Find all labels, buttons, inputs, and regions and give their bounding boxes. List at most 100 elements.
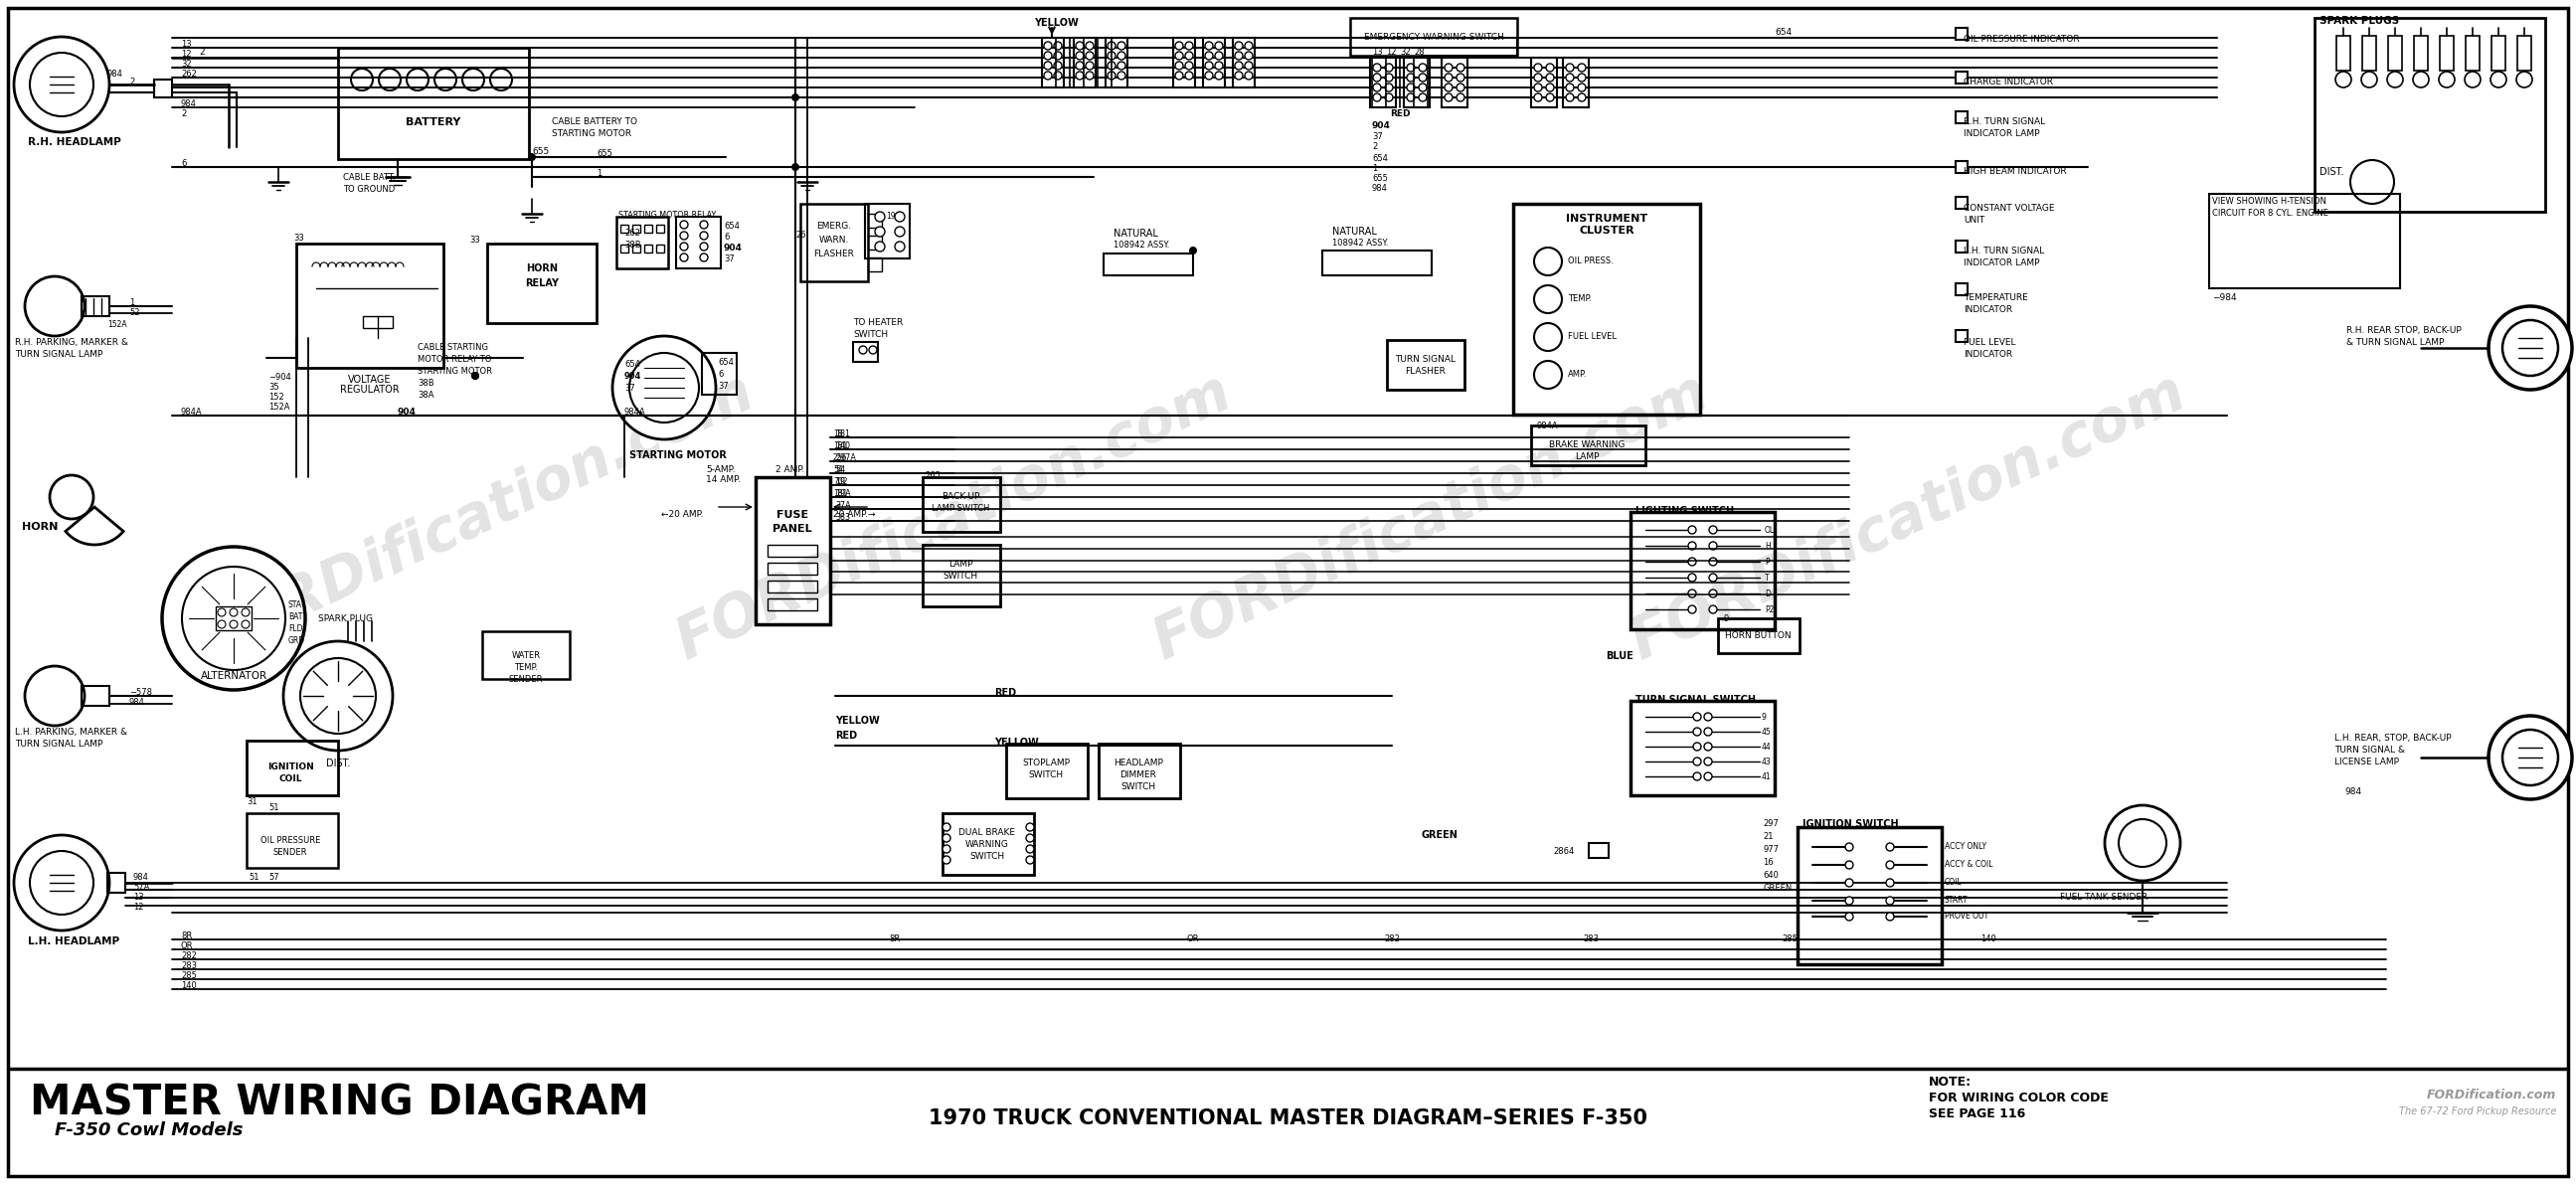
Text: RED: RED xyxy=(994,688,1015,697)
Text: CABLE BATT.: CABLE BATT. xyxy=(343,173,394,182)
Text: 654: 654 xyxy=(1373,154,1388,163)
Circle shape xyxy=(1705,772,1713,780)
Circle shape xyxy=(1175,41,1182,50)
Bar xyxy=(922,477,999,532)
Text: 16: 16 xyxy=(1762,858,1772,867)
Bar xyxy=(108,873,126,893)
Text: 654: 654 xyxy=(1775,28,1793,37)
Circle shape xyxy=(219,609,227,617)
Text: 2 AMP.: 2 AMP. xyxy=(775,465,804,475)
Text: GRD: GRD xyxy=(289,636,307,645)
Text: STARTING MOTOR RELAY: STARTING MOTOR RELAY xyxy=(618,211,716,220)
Text: 38B: 38B xyxy=(623,240,641,250)
Circle shape xyxy=(1535,84,1543,91)
Bar xyxy=(1955,71,1968,84)
Text: 904: 904 xyxy=(623,372,641,381)
Circle shape xyxy=(1025,823,1033,831)
Text: TURN SIGNAL SWITCH: TURN SIGNAL SWITCH xyxy=(1636,695,1757,704)
Bar xyxy=(363,316,392,328)
Bar xyxy=(768,580,817,592)
Text: COIL: COIL xyxy=(1945,877,1963,887)
Text: TO GROUND: TO GROUND xyxy=(343,185,394,194)
Text: YELLOW: YELLOW xyxy=(835,716,878,726)
Text: 2: 2 xyxy=(198,47,204,57)
Text: L.H. HEADLAMP: L.H. HEADLAMP xyxy=(28,937,118,946)
Text: 265: 265 xyxy=(925,471,940,481)
Text: SEE PAGE 116: SEE PAGE 116 xyxy=(1929,1107,2025,1120)
Text: FLASHER: FLASHER xyxy=(1406,367,1445,377)
Bar xyxy=(1097,744,1180,798)
Circle shape xyxy=(791,94,799,102)
Text: UNIT: UNIT xyxy=(1963,215,1984,225)
Circle shape xyxy=(1108,62,1115,70)
Circle shape xyxy=(1077,41,1084,50)
Text: R.H. PARKING, MARKER &: R.H. PARKING, MARKER & xyxy=(15,337,129,347)
Circle shape xyxy=(1234,52,1242,59)
Bar xyxy=(644,245,652,252)
Text: & TURN SIGNAL LAMP: & TURN SIGNAL LAMP xyxy=(2347,337,2445,347)
Circle shape xyxy=(1844,843,1852,851)
Text: 140: 140 xyxy=(1981,934,1996,944)
Circle shape xyxy=(1535,94,1543,102)
Text: FLASHER: FLASHER xyxy=(814,249,855,258)
Circle shape xyxy=(13,37,108,133)
Text: START: START xyxy=(1945,896,1968,905)
Circle shape xyxy=(229,620,237,629)
Text: IGNITION: IGNITION xyxy=(268,762,314,772)
Text: WARNING: WARNING xyxy=(966,841,1010,849)
Circle shape xyxy=(1455,94,1466,102)
Text: OR: OR xyxy=(1188,934,1200,944)
Bar xyxy=(216,606,252,630)
Text: 37: 37 xyxy=(719,381,729,391)
Bar xyxy=(768,545,817,556)
Text: R.H. REAR STOP, BACK-UP: R.H. REAR STOP, BACK-UP xyxy=(2347,326,2463,335)
Circle shape xyxy=(943,856,951,864)
Circle shape xyxy=(791,163,799,170)
Circle shape xyxy=(1175,71,1182,79)
Bar xyxy=(1007,744,1087,798)
Circle shape xyxy=(1175,62,1182,70)
Text: L.H. TURN SIGNAL: L.H. TURN SIGNAL xyxy=(1963,246,2045,256)
Circle shape xyxy=(680,243,688,251)
Text: 256: 256 xyxy=(832,453,848,462)
Text: The 67-72 Ford Pickup Resource: The 67-72 Ford Pickup Resource xyxy=(2398,1107,2555,1117)
Bar xyxy=(1589,843,1607,858)
Text: HIGH BEAM INDICATOR: HIGH BEAM INDICATOR xyxy=(1963,167,2066,176)
Text: F-350 Cowl Models: F-350 Cowl Models xyxy=(54,1121,242,1139)
Circle shape xyxy=(435,69,456,90)
Bar xyxy=(631,225,641,232)
Text: 640: 640 xyxy=(1762,871,1777,880)
Text: 19A: 19A xyxy=(835,489,850,498)
Text: OR: OR xyxy=(180,941,193,951)
Text: H: H xyxy=(1765,542,1770,551)
Circle shape xyxy=(680,253,688,262)
Circle shape xyxy=(1708,573,1718,581)
Circle shape xyxy=(1886,879,1893,887)
Text: 285: 285 xyxy=(1783,934,1798,944)
Text: ALTERNATOR: ALTERNATOR xyxy=(201,671,268,681)
Circle shape xyxy=(2336,71,2352,88)
Text: SWITCH: SWITCH xyxy=(1121,783,1157,792)
Text: ACCY ONLY: ACCY ONLY xyxy=(1945,842,1986,851)
Circle shape xyxy=(350,69,374,90)
Circle shape xyxy=(1687,590,1695,598)
Circle shape xyxy=(1077,62,1084,70)
Circle shape xyxy=(1043,62,1051,70)
Circle shape xyxy=(1419,94,1427,102)
Circle shape xyxy=(1692,772,1700,780)
Circle shape xyxy=(868,346,876,354)
Text: FORDification.com: FORDification.com xyxy=(1146,363,1718,670)
Circle shape xyxy=(1054,71,1061,79)
Bar xyxy=(1172,38,1195,88)
Circle shape xyxy=(1234,62,1242,70)
Circle shape xyxy=(1546,73,1553,82)
Circle shape xyxy=(1025,845,1033,852)
Circle shape xyxy=(489,69,513,90)
Bar xyxy=(2210,194,2401,288)
Text: REGULATOR: REGULATOR xyxy=(340,385,399,394)
Circle shape xyxy=(1406,64,1414,71)
Text: SPARK PLUG: SPARK PLUG xyxy=(319,614,374,623)
Text: CABLE STARTING: CABLE STARTING xyxy=(417,343,489,352)
Text: 12: 12 xyxy=(180,50,191,59)
Circle shape xyxy=(229,609,237,617)
